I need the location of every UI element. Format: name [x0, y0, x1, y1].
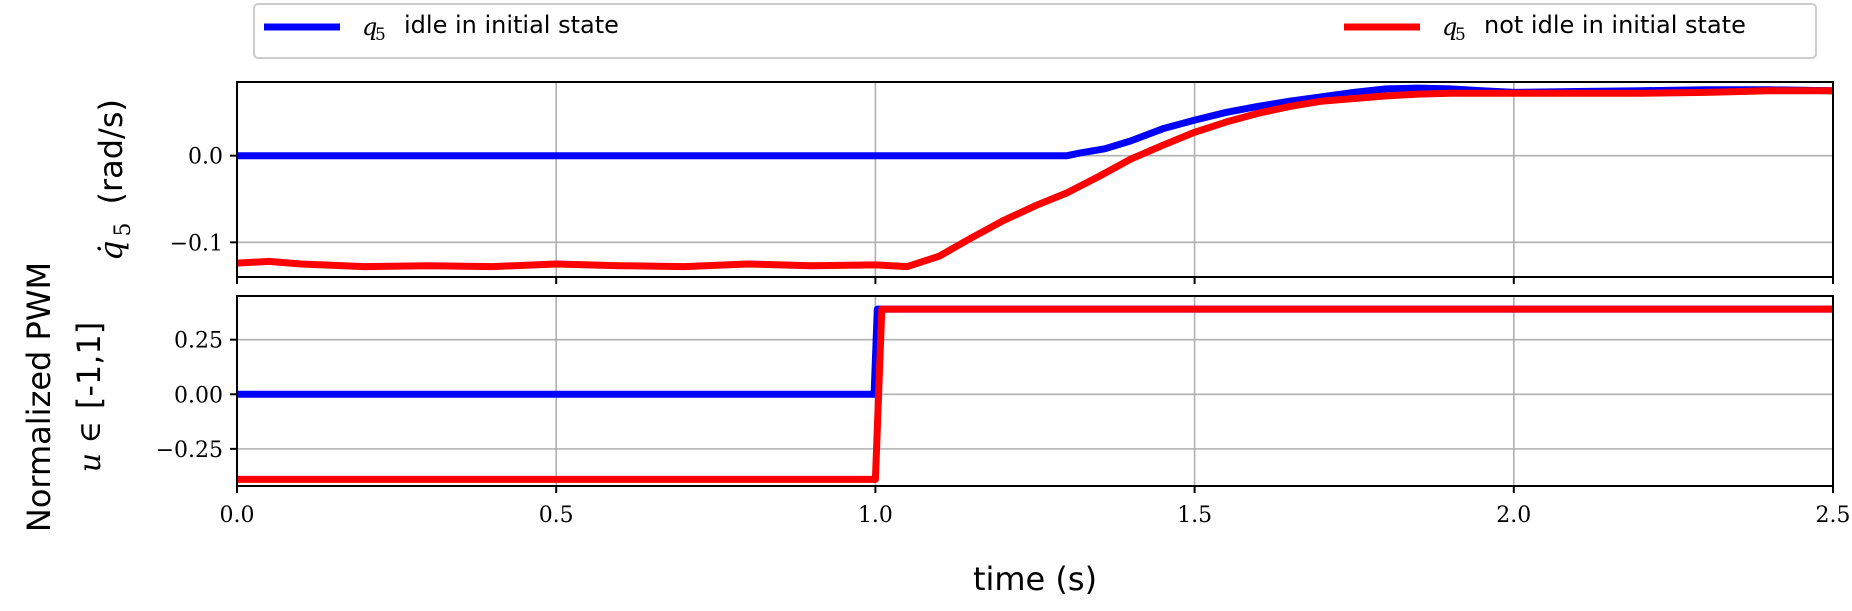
bottom-axes-frame	[236, 295, 1834, 487]
bottom-xtick-label: 2.0	[1496, 503, 1531, 528]
legend-box	[253, 3, 1817, 59]
legend-label-blue-symbol: q	[362, 13, 377, 41]
bottom-xtick-label: 1.5	[1177, 503, 1212, 528]
legend: q 5 idle in initial state q 5 not idle i…	[253, 3, 1817, 59]
bottom-xlabel: time (s)	[973, 560, 1097, 598]
bottom-ytick-label: 0.25	[174, 329, 223, 354]
bottom-xtick-label: 0.0	[220, 503, 255, 528]
legend-label-red: not idle in initial state	[1484, 11, 1746, 39]
svg-text:u ∈ [-1,1]: u ∈ [-1,1]	[70, 322, 108, 472]
top-gridlines	[236, 82, 1834, 277]
bottom-xtick-label: 1.0	[858, 503, 893, 528]
bottom-ylabel-range: [-1,1]	[70, 322, 108, 409]
bottom-ytick-label: 0.00	[174, 383, 223, 408]
svg-text:q̇ 5 (rad/s): q̇ 5 (rad/s)	[92, 99, 136, 261]
legend-label-blue: idle in initial state	[404, 11, 619, 39]
top-ytick-label: 0.0	[188, 145, 223, 170]
top-ylabel: q̇ 5 (rad/s)	[92, 99, 136, 261]
bottom-xtick-label: 2.5	[1816, 503, 1851, 528]
top-ylabel-unit: (rad/s)	[92, 99, 130, 205]
bottom-xtick-label: 0.5	[539, 503, 574, 528]
bottom-ticks: 0.0 0.5 1.0 1.5 2.0 2.5 0.25 0.00 −0.25	[156, 329, 1851, 528]
top-series-blue	[237, 84, 1834, 160]
bottom-ylabel-math: u ∈	[73, 421, 108, 472]
top-panel: 0.0 −0.1 q̇ 5 (rad/s)	[92, 81, 1834, 284]
bottom-ytick-label: −0.25	[156, 438, 223, 463]
top-ylabel-symbol: q̇	[92, 241, 130, 261]
top-series-red	[236, 87, 1833, 271]
top-ytick-label: −0.1	[170, 231, 223, 256]
bottom-series-blue	[237, 305, 1833, 398]
bottom-series-red	[237, 305, 1833, 483]
top-axes-frame	[236, 81, 1834, 278]
legend-label-red-symbol: q	[1442, 13, 1457, 41]
bottom-ylabel-line1: Normalized PWM	[20, 262, 58, 532]
bottom-ylabel: Normalized PWM u ∈ [-1,1]	[20, 262, 108, 532]
bottom-series	[237, 305, 1833, 483]
top-series	[236, 84, 1834, 271]
bottom-panel: 0.0 0.5 1.0 1.5 2.0 2.5 0.25 0.00 −0.25 time (s)…	[20, 262, 1851, 598]
top-ticks: 0.0 −0.1	[170, 145, 1834, 284]
legend-label-blue-sub: 5	[375, 25, 386, 45]
top-ylabel-sub: 5	[111, 223, 136, 237]
legend-label-red-sub: 5	[1455, 25, 1466, 45]
